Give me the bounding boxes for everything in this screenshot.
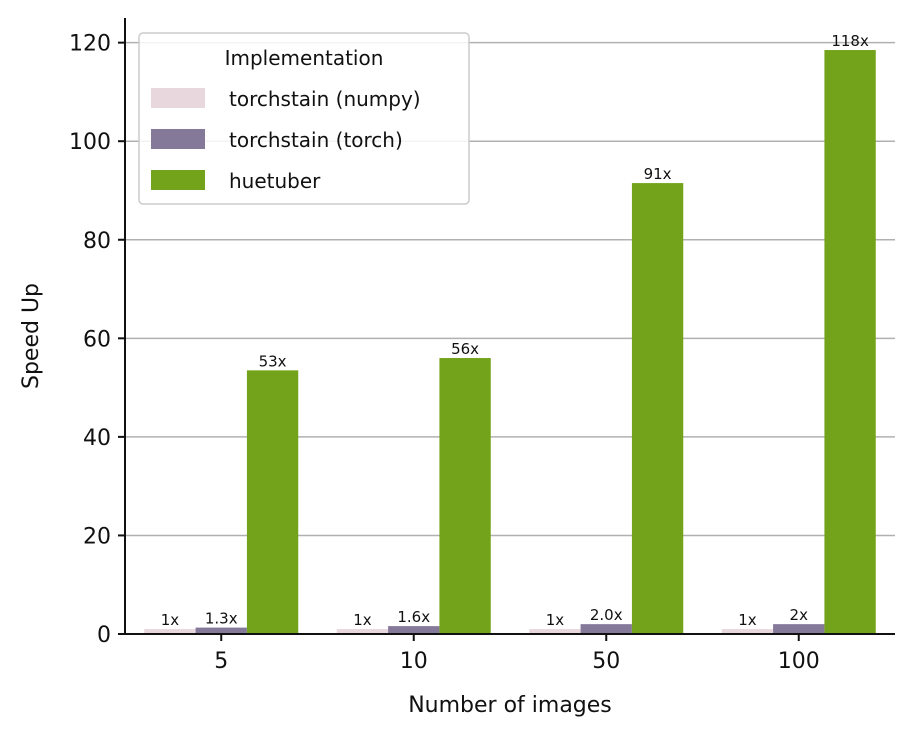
data-label: 1x xyxy=(546,611,565,629)
y-tick-label: 120 xyxy=(69,32,111,57)
data-label: 2.0x xyxy=(590,606,623,624)
bars xyxy=(144,50,876,635)
legend-swatch xyxy=(151,170,205,190)
y-tick-label: 60 xyxy=(83,327,111,352)
data-label: 1x xyxy=(353,611,372,629)
data-label: 1.3x xyxy=(205,610,238,628)
legend-label: huetuber xyxy=(229,169,321,193)
legend-label: torchstain (numpy) xyxy=(229,87,421,111)
data-labels: 1x 1x 1x 1x 1.3x 1.6x 2.0x 2x 53x 56x 91x 118x xyxy=(161,32,869,629)
data-label: 53x xyxy=(259,352,287,370)
bar-torchstain-torch--100 xyxy=(773,624,825,634)
data-label: 1x xyxy=(161,611,180,629)
bar-torchstain-numpy--5 xyxy=(144,629,196,634)
y-tick-label: 100 xyxy=(69,130,111,155)
bar-huetuber-50 xyxy=(631,183,684,634)
y-tick-label: 80 xyxy=(83,229,111,254)
legend-swatch xyxy=(151,88,205,108)
y-tick-label: 20 xyxy=(83,524,111,549)
bar-huetuber-5 xyxy=(246,370,299,634)
legend-label: torchstain (torch) xyxy=(229,128,403,152)
legend-box xyxy=(138,32,470,205)
x-axis-label: Number of images xyxy=(408,693,612,718)
data-label: 1x xyxy=(738,611,757,629)
legend-swatch xyxy=(151,129,205,149)
y-axis-label: Speed Up xyxy=(19,283,44,389)
bar-huetuber-100 xyxy=(824,50,876,635)
data-label: 56x xyxy=(451,340,479,358)
legend: Implementation torchstain (numpy) torchst… xyxy=(138,32,470,205)
x-tick-label: 100 xyxy=(778,649,820,674)
x-tick-label: 5 xyxy=(214,649,228,674)
bar-torchstain-numpy--50 xyxy=(529,629,581,634)
x-tick-label: 10 xyxy=(400,649,428,674)
x-tick-label: 50 xyxy=(592,649,620,674)
data-label: 1.6x xyxy=(397,608,430,626)
y-tick-label: 40 xyxy=(83,426,111,451)
bar-torchstain-torch--50 xyxy=(580,624,632,634)
bar-torchstain-torch--10 xyxy=(388,626,440,634)
data-label: 2x xyxy=(790,606,809,624)
legend-title: Implementation xyxy=(225,46,384,70)
bar-torchstain-numpy--100 xyxy=(721,629,774,634)
bar-torchstain-torch--5 xyxy=(195,627,247,634)
bar-torchstain-numpy--10 xyxy=(336,629,389,634)
axes: 0 20 40 60 80 100 120 5 10 50 100 xyxy=(69,18,895,674)
y-tick-label: 0 xyxy=(97,623,111,648)
bar-huetuber-10 xyxy=(439,358,491,634)
data-label: 118x xyxy=(831,32,869,50)
data-label: 91x xyxy=(644,165,672,183)
